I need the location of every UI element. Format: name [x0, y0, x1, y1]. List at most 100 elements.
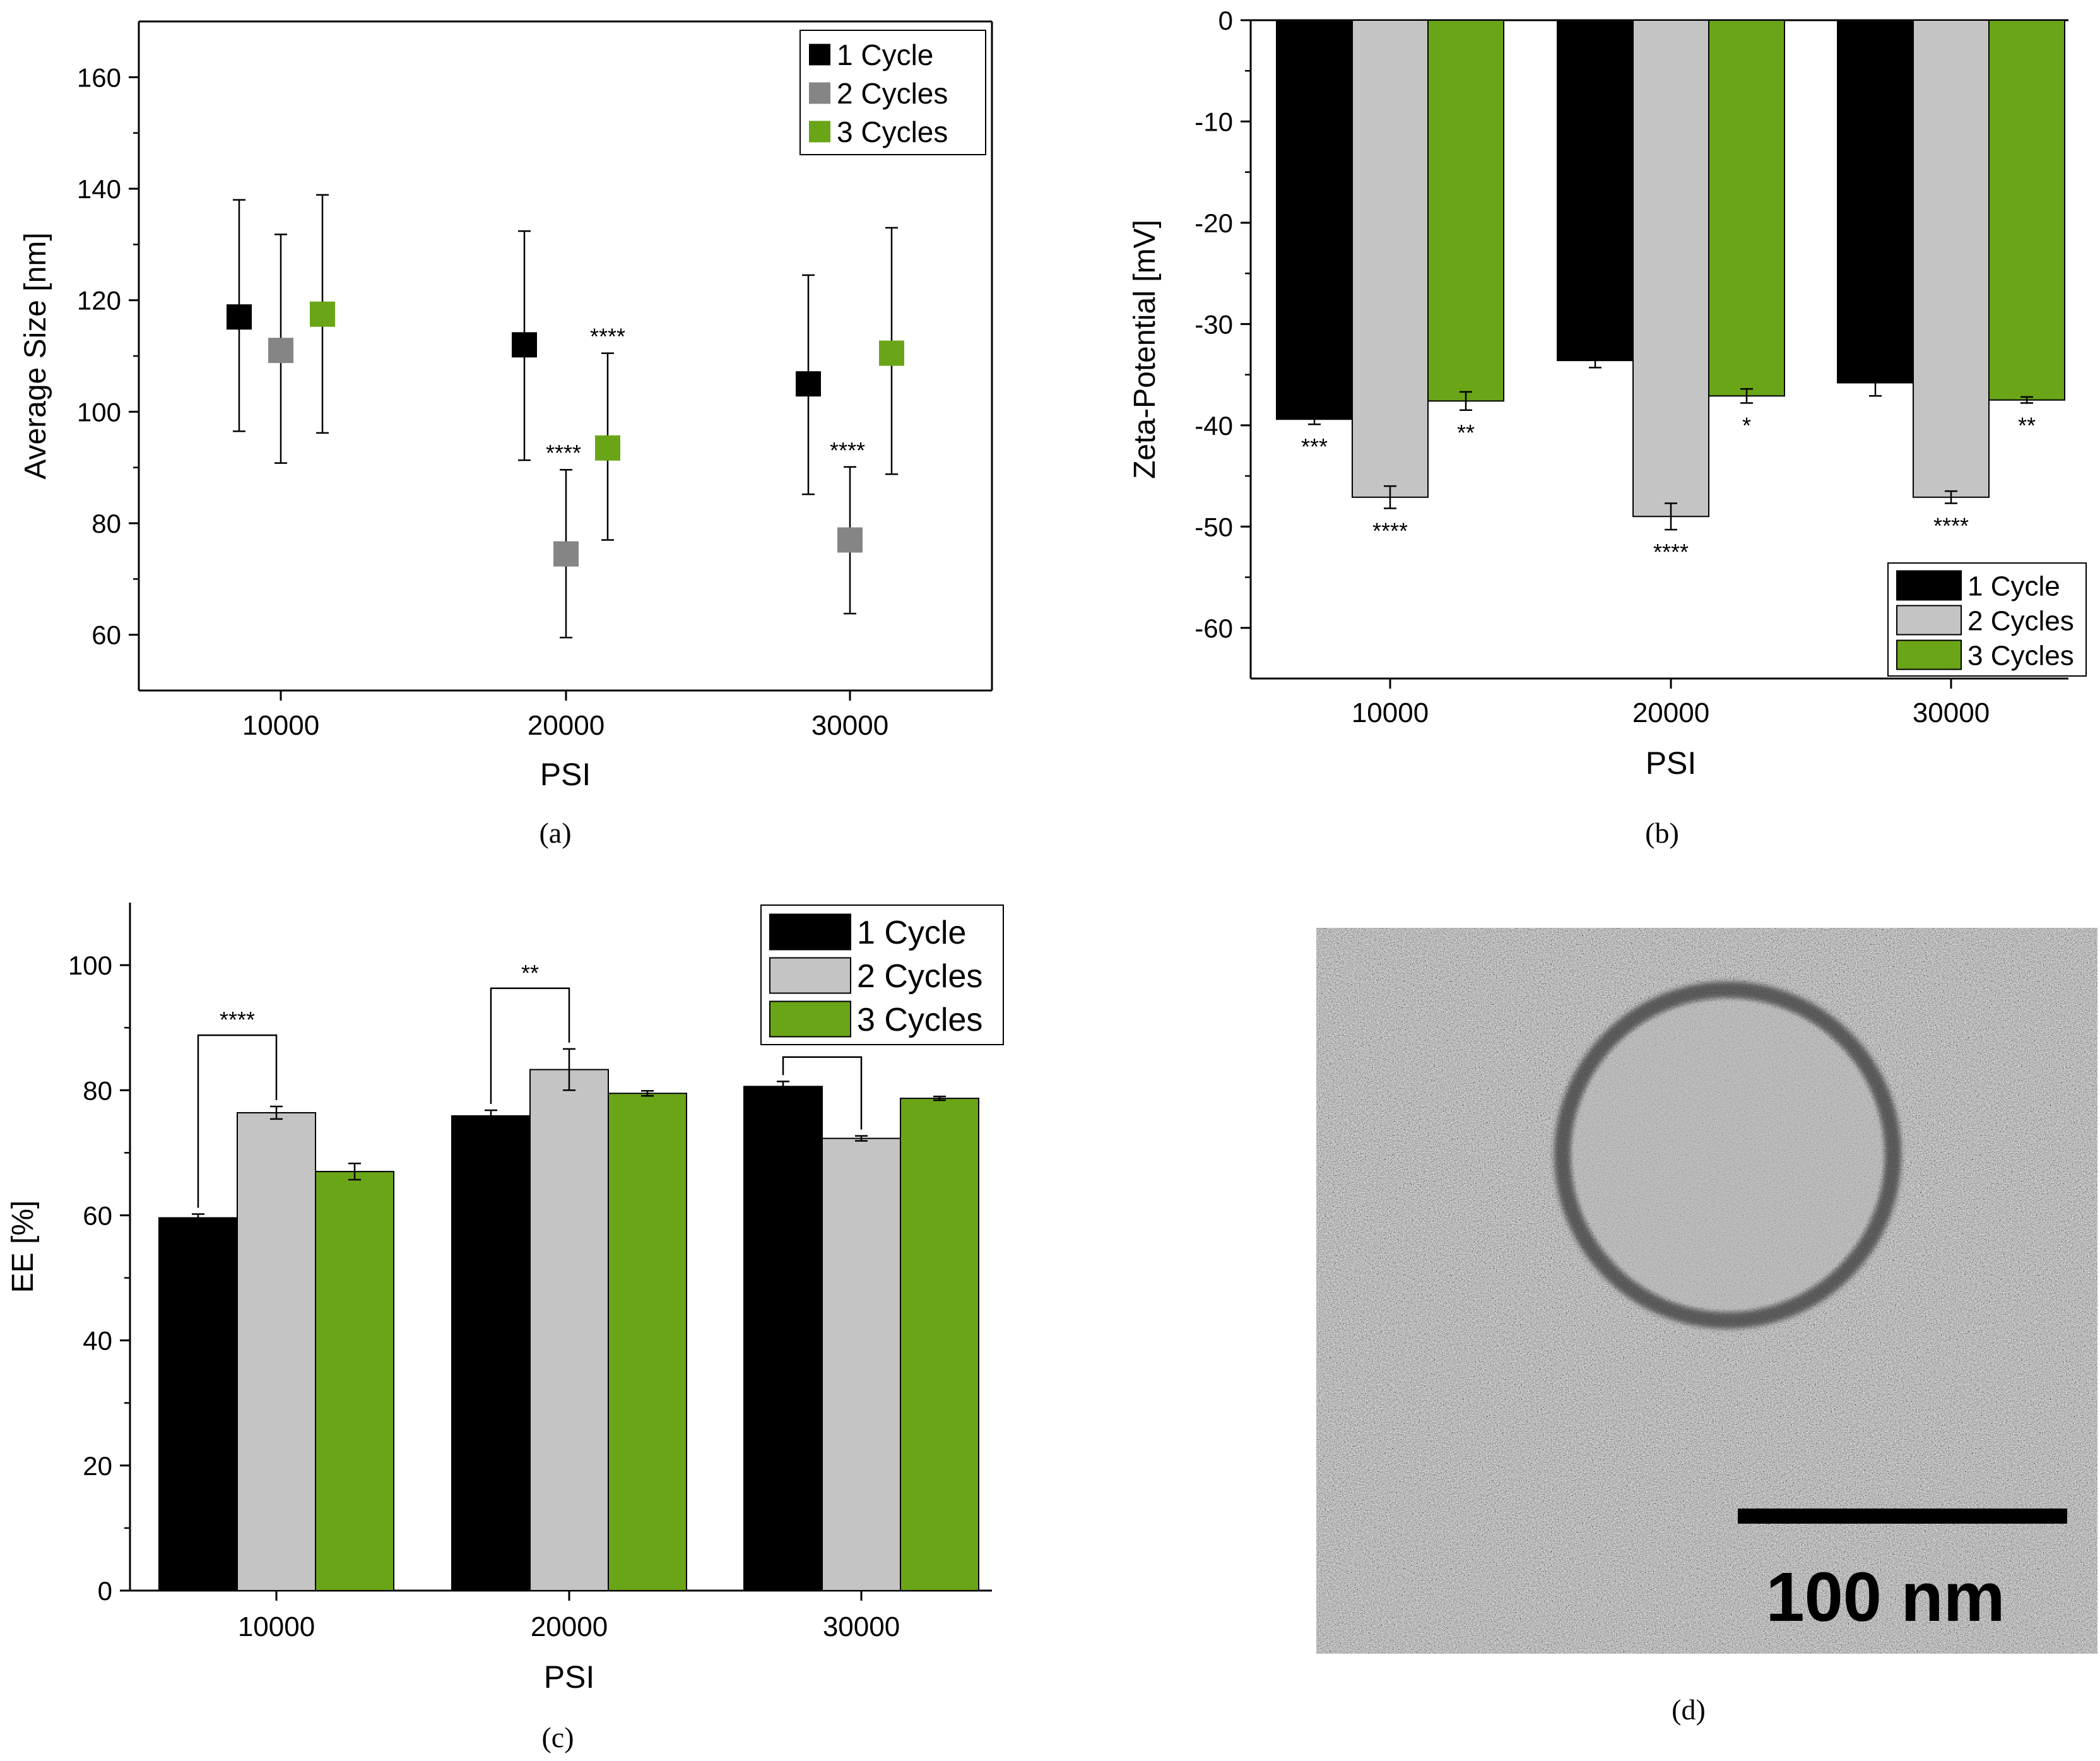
scale-bar	[1738, 1509, 2067, 1524]
chart-a-average-size: 60 80 100 120 140 160 Average Size [nm] **** ***…	[19, 20, 993, 792]
significance-label: ****	[1933, 513, 1969, 538]
bar-2-cycles	[529, 1069, 609, 1591]
bar-1-cycle	[1837, 20, 1914, 384]
marker-1-cycle	[512, 332, 537, 358]
y-axis-label: Zeta-Potential [mV]	[1128, 220, 1162, 479]
legend-entry-3: 3 Cycles	[1967, 640, 2074, 671]
panel-label-a: (a)	[539, 817, 571, 849]
x-tick-label: 30000	[811, 710, 888, 741]
vesicle-interior	[1573, 1000, 1882, 1310]
significance-bracket	[197, 1034, 278, 1208]
legend-entry-2: 2 Cycles	[837, 77, 948, 110]
bar-3-cycles	[1988, 20, 2065, 401]
significance-label: **	[2018, 413, 2036, 439]
legend-swatch-1	[769, 913, 851, 951]
legend-entry-2: 2 Cycles	[1967, 605, 2074, 636]
legend-swatch-2	[809, 82, 830, 104]
y-tick-label: 60	[91, 620, 121, 650]
x-tick-label: 10000	[238, 1611, 315, 1642]
significance-label: ****	[220, 1007, 255, 1033]
significance-label: ****	[1372, 518, 1408, 543]
marker-2-cycles	[553, 541, 579, 567]
bar-3-cycles	[1708, 20, 1785, 397]
x-tick-label: 30000	[1913, 697, 1990, 728]
panel-label-c: (c)	[541, 1721, 574, 1753]
bar-3-cycles	[1427, 20, 1504, 402]
y-tick-label: 120	[77, 286, 121, 316]
marker-2-cycles	[268, 338, 293, 364]
panel-label-d: (d)	[1672, 1693, 1706, 1726]
y-tick-label: -10	[1195, 107, 1233, 136]
y-axis-label: EE [%]	[6, 1201, 40, 1293]
y-tick-label: 0	[1218, 6, 1233, 35]
x-axis-label: PSI	[540, 757, 591, 792]
significance-label: ****	[830, 437, 865, 463]
marker-3-cycles	[879, 340, 904, 366]
marker-1-cycle	[796, 371, 821, 397]
y-tick-label: 20	[83, 1451, 112, 1481]
legend-swatch-3	[1896, 639, 1962, 670]
y-tick-label: 80	[83, 1076, 112, 1105]
marker-2-cycles	[837, 527, 863, 553]
x-axis-label: PSI	[1646, 745, 1697, 781]
y-tick-label: 160	[77, 62, 121, 92]
legend-entry-3: 3 Cycles	[837, 116, 948, 148]
bar-3-cycles	[608, 1093, 687, 1591]
significance-label: **	[521, 960, 539, 986]
y-tick-label: 80	[91, 509, 121, 538]
y-tick-label: 100	[68, 951, 112, 980]
bar-3-cycles	[900, 1098, 979, 1591]
legend-entry-1: 1 Cycle	[1967, 571, 2060, 602]
marker-3-cycles	[595, 435, 620, 461]
significance-label: ****	[546, 440, 581, 466]
significance-label: *	[1742, 413, 1751, 439]
x-tick-label: 30000	[823, 1611, 900, 1642]
legend-swatch-2	[769, 957, 851, 994]
significance-label: ***	[1301, 434, 1328, 460]
legend-entry-1: 1 Cycle	[857, 915, 966, 951]
bar-2-cycles	[1632, 20, 1709, 518]
y-tick-label: 0	[98, 1576, 112, 1606]
legend-entry-3: 3 Cycles	[857, 1002, 982, 1038]
legend-entry-2: 2 Cycles	[857, 958, 982, 995]
y-tick-label: -50	[1195, 512, 1233, 542]
vesicle-membrane	[1554, 981, 1901, 1329]
y-tick-label: -60	[1195, 614, 1233, 643]
x-axis-label: PSI	[544, 1659, 595, 1695]
y-tick-label: 60	[83, 1201, 112, 1230]
bar-1-cycle	[451, 1115, 531, 1591]
y-tick-label: -20	[1195, 208, 1233, 238]
legend-swatch-1	[809, 44, 830, 66]
y-tick-label: 140	[77, 174, 121, 204]
bar-2-cycles	[1913, 20, 1990, 498]
x-tick-label: 20000	[531, 1611, 608, 1642]
y-tick-label: -30	[1195, 309, 1233, 339]
significance-bracket	[490, 987, 570, 1104]
x-tick-label: 20000	[1632, 697, 1709, 728]
bar-2-cycles	[237, 1112, 316, 1591]
bar-1-cycle	[1276, 20, 1353, 420]
bar-1-cycle	[743, 1086, 823, 1591]
y-axis-label: Average Size [nm]	[19, 232, 52, 479]
tem-micrograph: 100 nm	[1316, 928, 2097, 1654]
marker-3-cycles	[310, 301, 335, 327]
legend-swatch-1	[1896, 570, 1962, 601]
bar-3-cycles	[315, 1171, 394, 1592]
bar-1-cycle	[1557, 20, 1634, 362]
x-tick-label: 20000	[528, 710, 605, 741]
x-tick-label: 10000	[1352, 697, 1429, 728]
legend-swatch-2	[1896, 605, 1962, 636]
y-tick-label: -40	[1195, 411, 1233, 441]
y-tick-label: 40	[83, 1326, 112, 1356]
significance-bracket	[782, 1056, 863, 1130]
marker-1-cycle	[227, 304, 252, 330]
panel-label-b: (b)	[1645, 817, 1679, 849]
bar-2-cycles	[822, 1137, 901, 1591]
scale-bar-label: 100 nm	[1766, 1558, 2005, 1636]
bar-1-cycle	[158, 1217, 238, 1592]
significance-label: ****	[1653, 539, 1689, 565]
significance-label: ****	[590, 324, 625, 350]
